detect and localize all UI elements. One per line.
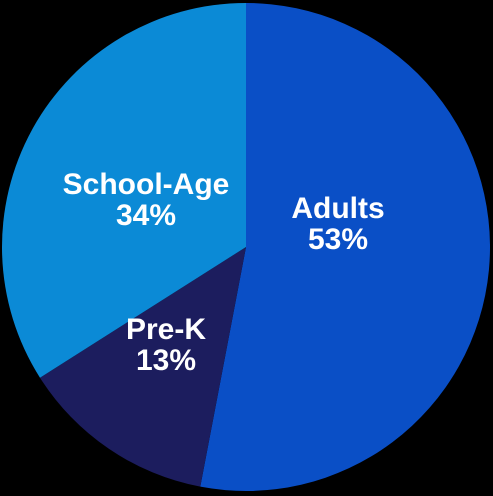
slice-value: 53%	[308, 223, 368, 256]
slice-value: 34%	[116, 199, 176, 232]
slice-label: Adults	[291, 192, 384, 225]
pie-slice	[1, 3, 246, 378]
slice-label: Pre-K	[126, 313, 206, 346]
pie-slice	[39, 247, 247, 487]
pie-slice	[200, 2, 491, 492]
slice-label: School-Age	[63, 168, 230, 201]
slice-value: 13%	[136, 344, 196, 377]
